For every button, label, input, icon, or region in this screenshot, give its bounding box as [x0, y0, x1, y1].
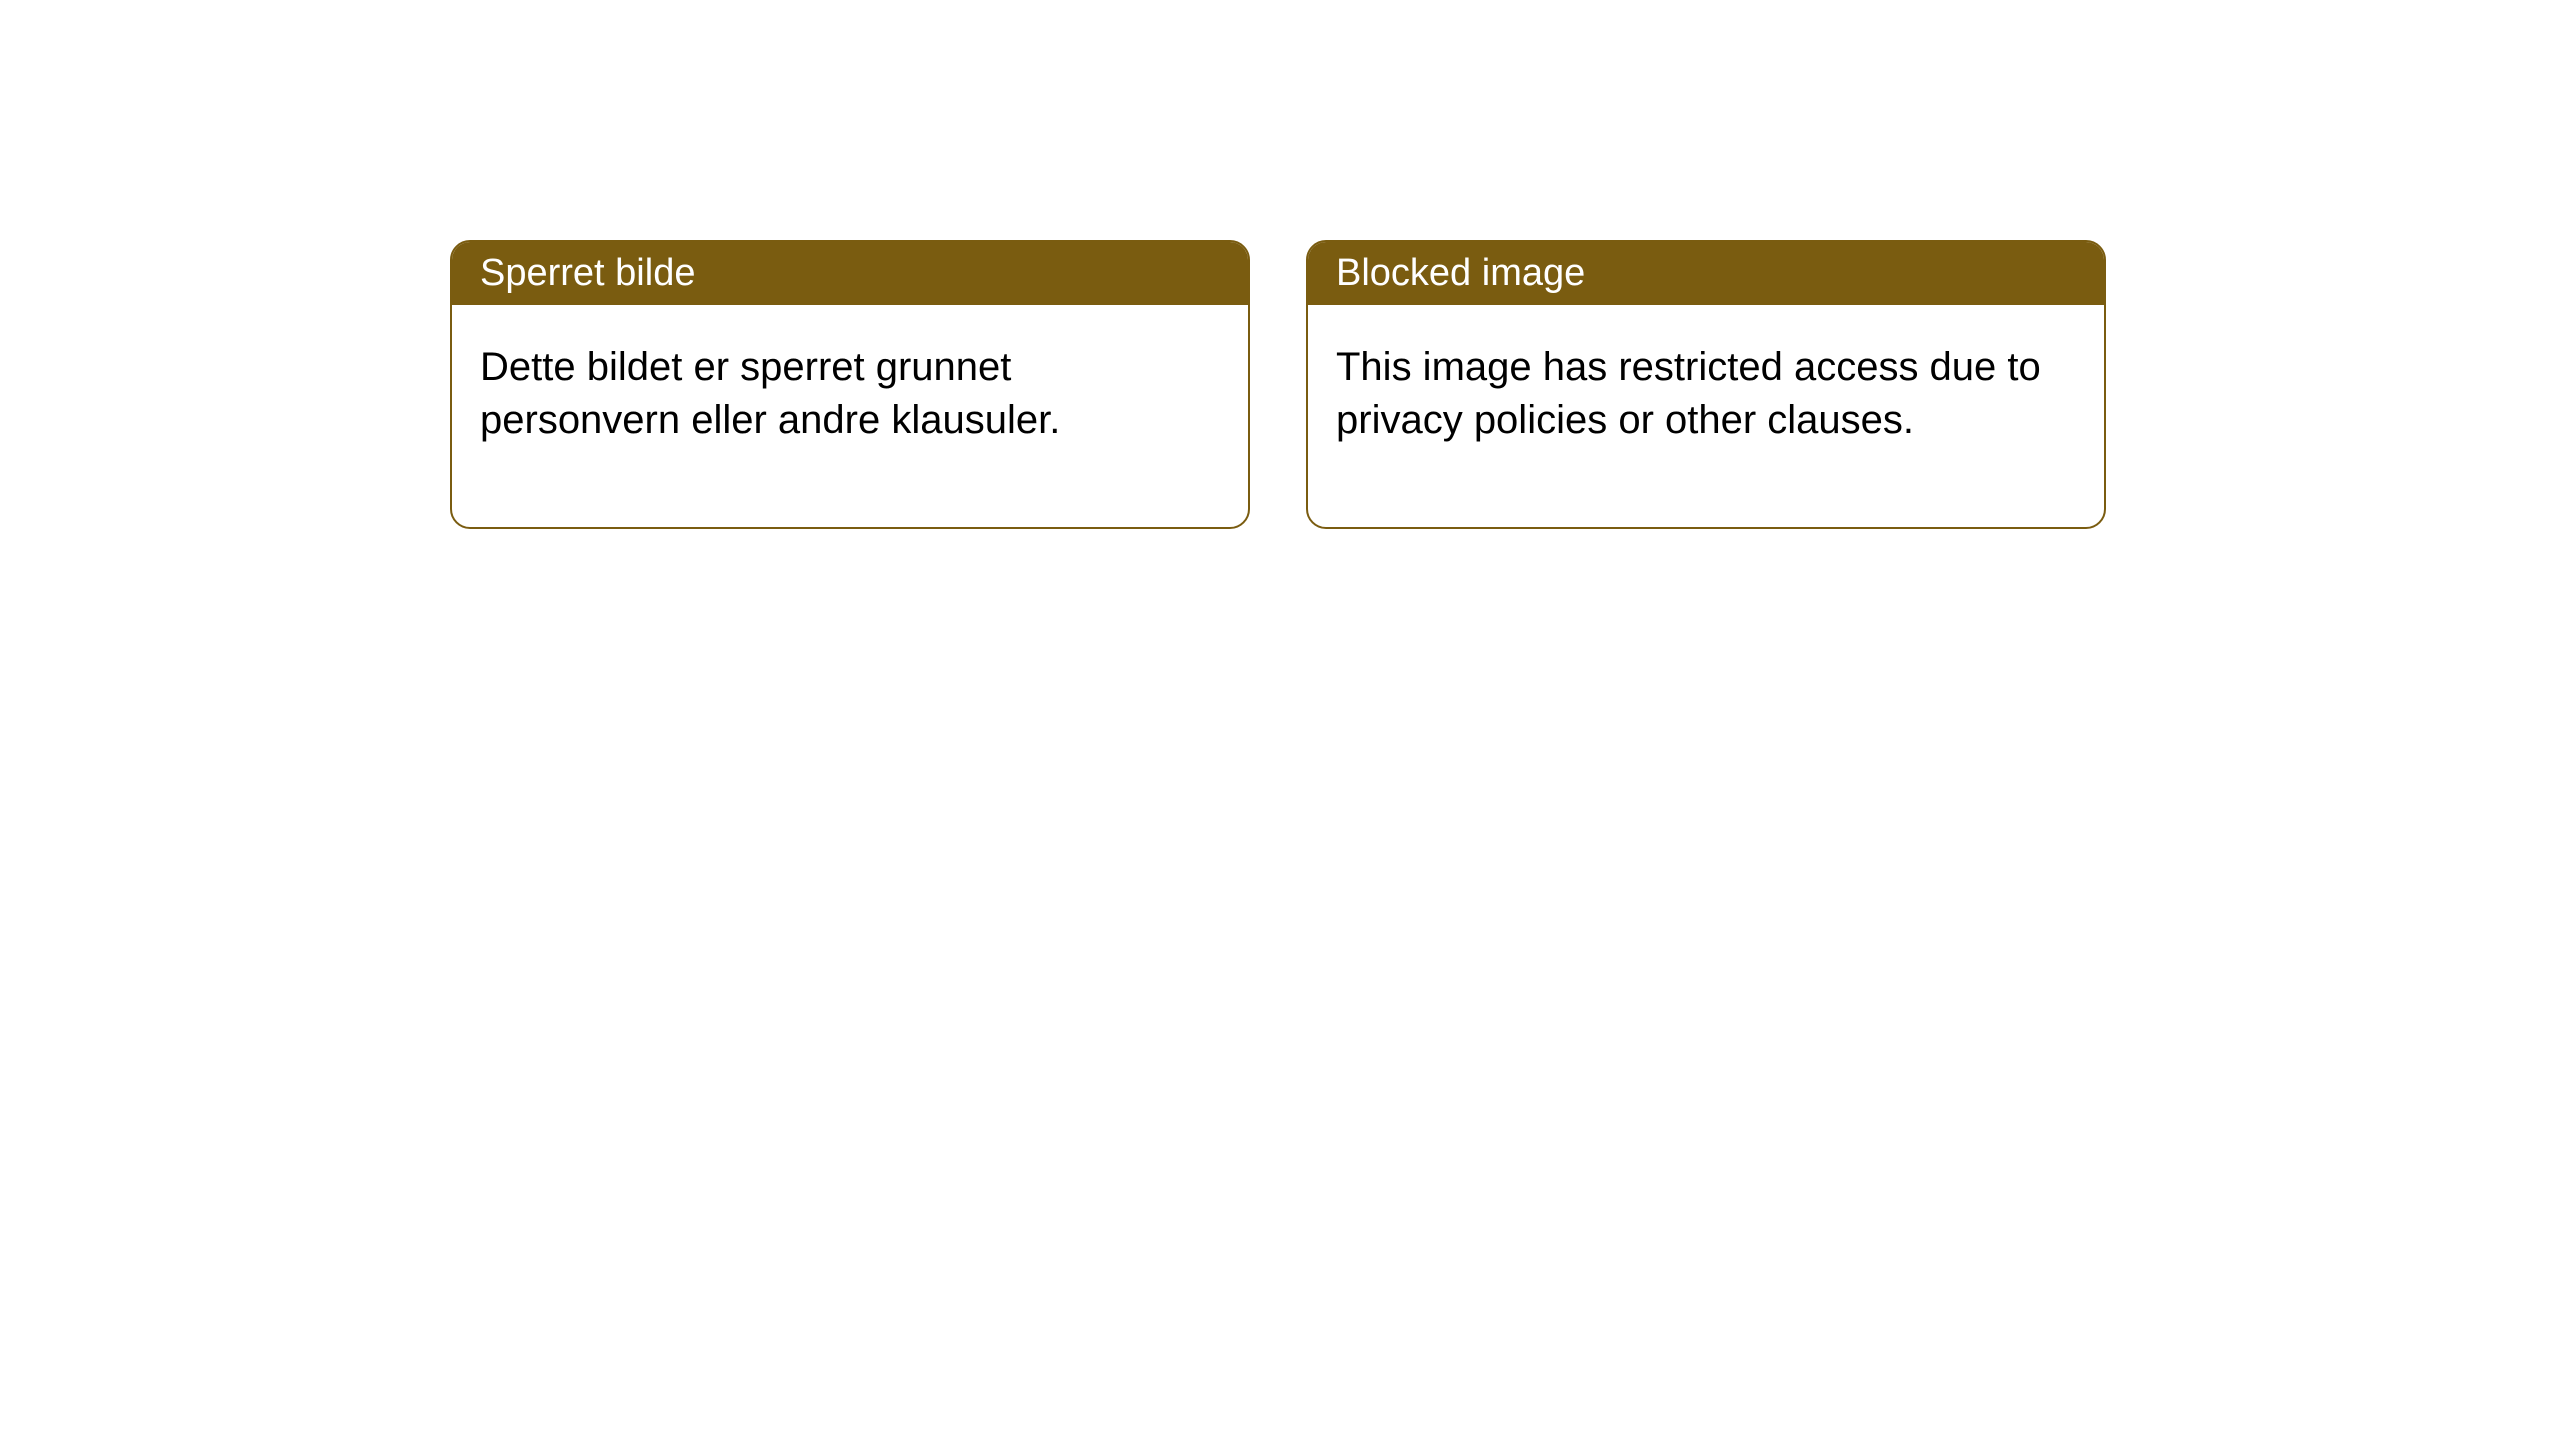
card-header-no: Sperret bilde — [452, 242, 1248, 305]
card-header-en: Blocked image — [1308, 242, 2104, 305]
card-body-en: This image has restricted access due to … — [1308, 305, 2104, 527]
blocked-image-card-no: Sperret bilde Dette bildet er sperret gr… — [450, 240, 1250, 529]
notice-container: Sperret bilde Dette bildet er sperret gr… — [450, 240, 2106, 529]
card-body-no: Dette bildet er sperret grunnet personve… — [452, 305, 1248, 527]
blocked-image-card-en: Blocked image This image has restricted … — [1306, 240, 2106, 529]
